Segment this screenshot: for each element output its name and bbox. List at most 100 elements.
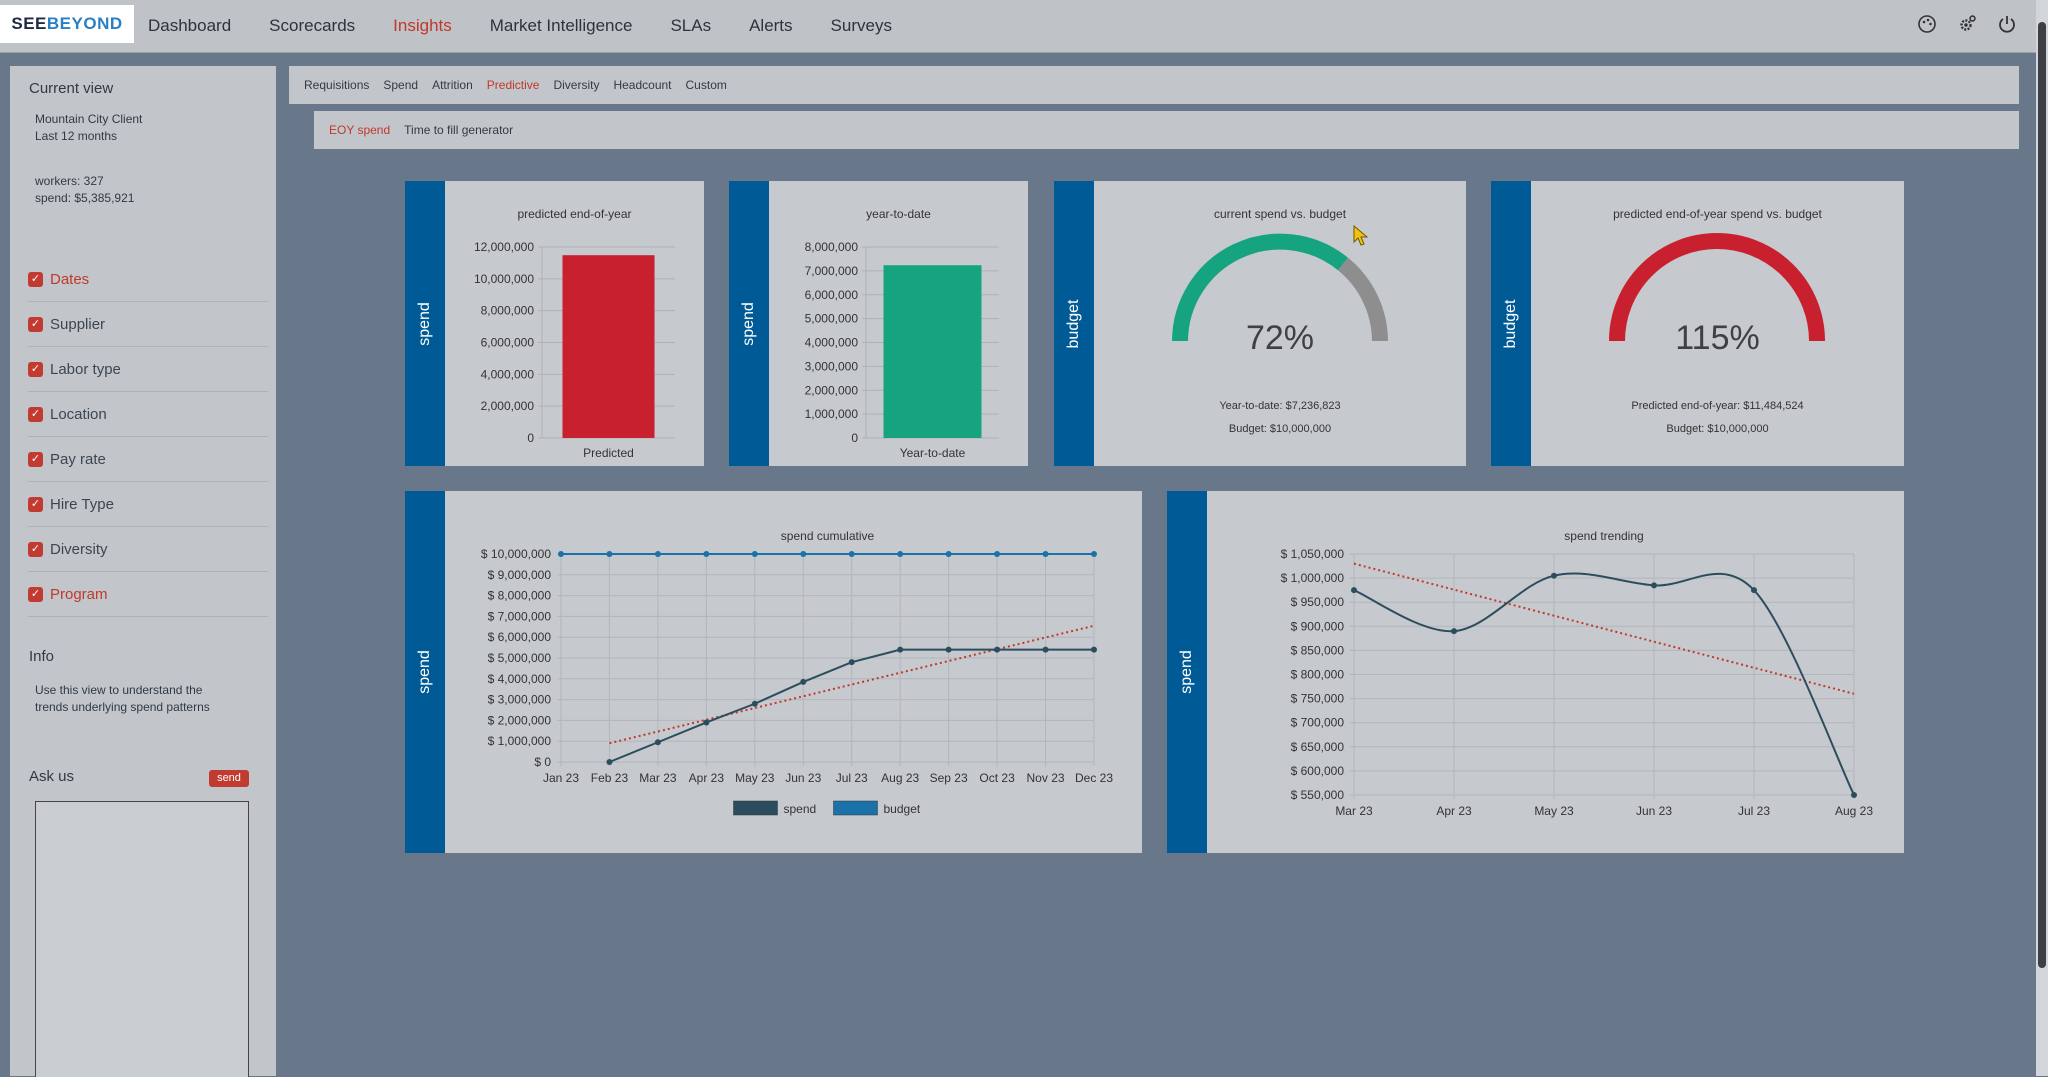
filter-labor-type[interactable]: ✓ Labor type [28,347,268,392]
filter-program[interactable]: ✓ Program [28,572,268,617]
legend-swatch[interactable] [733,800,778,816]
predicted-eoy-card: spend predicted end-of-year 12,000,000 10… [405,181,704,466]
y-tick-label: $ 1,000,000 [1281,571,1345,585]
y-tick-label: $ 10,000,000 [481,547,551,561]
data-point[interactable] [994,646,1001,653]
data-point[interactable] [558,551,564,557]
page-scrollbar[interactable] [2036,0,2048,1076]
nav-item-market-intelligence[interactable]: Market Intelligence [489,16,633,35]
data-point[interactable] [945,551,952,557]
legend-label[interactable]: budget [884,802,921,816]
tab-custom[interactable]: Custom [685,78,727,92]
data-point[interactable] [994,551,1001,557]
checkbox-icon[interactable]: ✓ [28,271,43,287]
y-tick-label: 5,000,000 [805,312,859,326]
tab-requisitions[interactable]: Requisitions [304,78,370,92]
legend-swatch[interactable] [833,800,878,816]
data-point[interactable] [606,551,613,557]
data-point[interactable] [1091,646,1097,653]
data-point[interactable] [703,551,710,557]
card-category-strip: spend [405,491,445,853]
tab-spend[interactable]: Spend [383,78,419,92]
nav-item-insights[interactable]: Insights [393,16,452,35]
x-tick-label: Year-to-date [900,446,966,460]
card-title: predicted end-of-year spend vs. budget [1613,207,1822,221]
data-point[interactable] [800,551,807,557]
y-tick-label: 0 [527,431,534,445]
spend-cumulative-line-chart: spend cumulative $ 10,000,000 $ 9,000,000 $… [481,529,1113,816]
data-point[interactable] [1042,551,1049,557]
filter-hire-type[interactable]: ✓ Hire Type [28,482,268,527]
data-point[interactable] [897,551,904,557]
gauge-remaining-arc [1337,257,1388,342]
gauge-over-budget-arc [1609,233,1825,342]
power-icon[interactable] [1996,14,2018,36]
data-point[interactable] [1851,792,1857,798]
data-point[interactable] [1651,582,1657,589]
nav-item-dashboard[interactable]: Dashboard [148,16,232,35]
data-point[interactable] [1042,646,1049,653]
data-point[interactable] [654,551,661,557]
nav-item-surveys[interactable]: Surveys [830,16,892,35]
data-point[interactable] [654,739,661,746]
data-point[interactable] [1551,572,1557,579]
data-point[interactable] [751,700,758,707]
data-point[interactable] [848,551,855,557]
settings-icon[interactable] [1956,14,1978,36]
checkbox-icon[interactable]: ✓ [28,586,43,602]
data-point[interactable] [703,719,710,726]
filter-label: Labor type [50,360,121,378]
brand-logo[interactable]: SEE BEYOND [0,5,134,43]
checkbox-icon[interactable]: ✓ [28,451,43,467]
subtab-eoy-spend[interactable]: EOY spend [329,123,391,137]
predicted-eoy-bar-chart: 12,000,000 10,000,000 8,000,000 6,000,000 4,… [474,240,675,460]
gauge-percentage: 115% [1675,319,1760,357]
send-button[interactable]: send [209,770,249,787]
nav-item-slas[interactable]: SLAs [670,16,712,35]
checkbox-icon[interactable]: ✓ [28,496,43,512]
filter-supplier[interactable]: ✓ Supplier [28,302,268,347]
x-tick-label: Aug 23 [1835,804,1873,818]
ytd-card: spend year-to-date 8,000,000 7,000,000 6,0… [729,181,1028,466]
y-tick-label: $ 1,000,000 [488,734,552,748]
tab-diversity[interactable]: Diversity [553,78,600,92]
checkbox-icon[interactable]: ✓ [28,406,43,422]
y-tick-label: $ 0 [534,755,551,769]
nav-item-scorecards[interactable]: Scorecards [269,16,356,35]
y-tick-label: $ 9,000,000 [488,568,552,582]
palette-icon[interactable] [1916,14,1938,36]
x-tick-label: Jun 23 [785,771,821,785]
data-point[interactable] [800,678,807,685]
data-point[interactable] [606,759,613,765]
filter-pay-rate[interactable]: ✓ Pay rate [28,437,268,482]
data-point[interactable] [751,551,758,557]
data-point[interactable] [945,646,952,653]
filter-location[interactable]: ✓ Location [28,392,268,437]
x-tick-label: Jul 23 [1738,804,1770,818]
tab-attrition[interactable]: Attrition [432,78,473,92]
card-category-strip: spend [729,181,769,466]
legend-label[interactable]: spend [784,802,817,816]
tab-predictive[interactable]: Predictive [486,78,540,92]
scrollbar-thumb[interactable] [2038,22,2046,968]
data-point[interactable] [1451,628,1457,635]
nav-item-alerts[interactable]: Alerts [749,16,793,35]
y-tick-label: $ 4,000,000 [488,672,552,686]
gauge-percentage: 72% [1245,319,1315,357]
data-point[interactable] [897,646,904,653]
x-tick-label: Dec 23 [1075,771,1113,785]
ask-us-textarea[interactable] [35,801,249,1077]
checkbox-icon[interactable]: ✓ [28,316,43,332]
y-tick-label: $ 550,000 [1291,788,1345,802]
subtab-time-to-fill-generator[interactable]: Time to fill generator [404,123,514,137]
data-point[interactable] [1091,551,1097,557]
tab-headcount[interactable]: Headcount [613,78,672,92]
filter-dates[interactable]: ✓ Dates [28,257,268,302]
data-point[interactable] [1751,587,1757,594]
filter-diversity[interactable]: ✓ Diversity [28,527,268,572]
data-point[interactable] [848,659,855,666]
checkbox-icon[interactable]: ✓ [28,361,43,377]
x-tick-label: Jan 23 [543,771,579,785]
data-point[interactable] [1351,587,1357,594]
checkbox-icon[interactable]: ✓ [28,541,43,557]
